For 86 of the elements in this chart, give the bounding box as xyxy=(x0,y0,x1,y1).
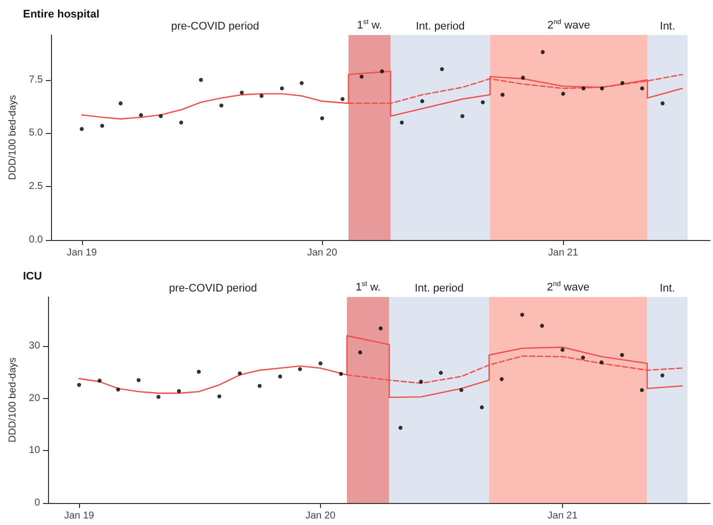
y-tick-label: 5.0 xyxy=(28,128,44,139)
point xyxy=(480,405,484,410)
x-tick-label: Jan 19 xyxy=(66,248,98,258)
point xyxy=(298,367,302,372)
y-axis-title: DDD/100 bed-days xyxy=(8,94,18,180)
point xyxy=(340,97,345,102)
point xyxy=(136,378,141,382)
point xyxy=(139,113,144,118)
point xyxy=(640,86,644,90)
point xyxy=(219,103,224,108)
x-tick-label: Jan 20 xyxy=(305,510,336,522)
point xyxy=(459,388,464,392)
point xyxy=(520,312,524,317)
point xyxy=(300,81,304,86)
point xyxy=(500,92,505,97)
y-tick-label: 30 xyxy=(28,340,40,352)
point xyxy=(400,120,404,125)
y-tick-label: 7.5 xyxy=(28,74,44,86)
point xyxy=(80,126,84,131)
point xyxy=(116,388,120,392)
band-label: Int. xyxy=(660,282,675,294)
point xyxy=(438,370,443,375)
point xyxy=(198,78,203,82)
point xyxy=(278,374,282,378)
point xyxy=(77,382,82,387)
point xyxy=(561,92,566,96)
x-tick-label: Jan 21 xyxy=(548,510,578,522)
x-tick-label: Jan 21 xyxy=(548,248,579,258)
point xyxy=(460,114,464,118)
y-tick-label: 20 xyxy=(28,392,40,404)
point xyxy=(240,90,244,95)
point xyxy=(280,86,284,90)
point xyxy=(660,101,665,106)
point xyxy=(380,69,384,74)
point xyxy=(196,370,201,374)
x-tick-label: Jan 19 xyxy=(64,510,95,522)
y-tick-label: 0 xyxy=(34,498,40,508)
point xyxy=(156,394,160,399)
point xyxy=(258,384,262,388)
point xyxy=(620,81,624,86)
point xyxy=(217,394,222,398)
text: pre-COVID period xyxy=(171,20,260,32)
chart-title: ICU xyxy=(23,270,42,282)
line-series xyxy=(81,70,683,120)
point xyxy=(660,373,664,378)
point xyxy=(158,114,163,118)
point xyxy=(419,380,424,384)
point xyxy=(540,324,544,328)
text: pre-COVID period xyxy=(169,282,258,294)
point xyxy=(338,372,343,376)
band-label: Int. xyxy=(660,20,676,32)
point xyxy=(179,120,184,125)
point xyxy=(581,356,586,360)
point xyxy=(540,50,545,54)
point xyxy=(318,361,322,366)
chart-title: Entire hospital xyxy=(23,8,100,20)
band-label: Int. period xyxy=(416,20,465,32)
point xyxy=(398,426,403,430)
y-tick-label: 2.5 xyxy=(28,181,44,192)
point xyxy=(520,76,525,80)
band-label: Int. period xyxy=(414,282,464,294)
point xyxy=(620,353,624,358)
point xyxy=(440,67,444,72)
point xyxy=(238,371,242,376)
x-tick-label: Jan 20 xyxy=(307,248,338,258)
point xyxy=(560,348,565,352)
point xyxy=(582,86,586,90)
point xyxy=(500,377,504,382)
point xyxy=(100,124,104,128)
y-axis-title: DDD/100 bed-days xyxy=(8,357,18,443)
point xyxy=(600,360,604,364)
y-tick-label: 10 xyxy=(28,445,40,456)
point xyxy=(360,74,364,79)
point xyxy=(260,94,264,98)
point xyxy=(480,100,485,104)
point xyxy=(176,389,181,394)
point xyxy=(98,378,102,383)
point xyxy=(358,350,362,354)
point xyxy=(600,86,604,90)
point xyxy=(118,101,123,106)
point xyxy=(420,99,424,104)
point xyxy=(378,326,383,330)
line-series xyxy=(78,335,683,398)
point xyxy=(320,116,324,120)
y-tick-label: 0.0 xyxy=(28,234,44,246)
point xyxy=(640,388,644,392)
